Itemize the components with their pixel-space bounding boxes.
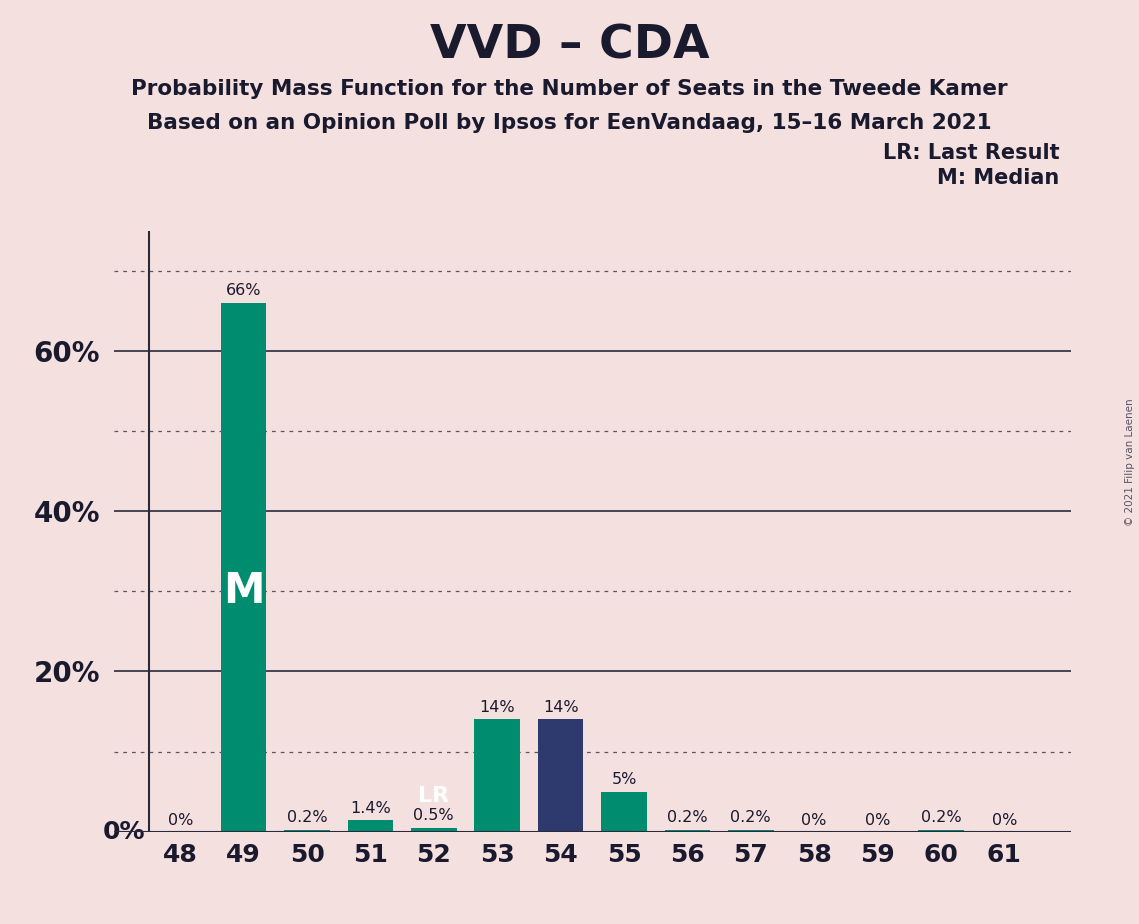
Bar [664,830,711,832]
Text: Based on an Opinion Poll by Ipsos for EenVandaag, 15–16 March 2021: Based on an Opinion Poll by Ipsos for Ee… [147,113,992,133]
Text: © 2021 Filip van Laenen: © 2021 Filip van Laenen [1125,398,1134,526]
Bar [728,830,773,832]
Bar [601,792,647,832]
Text: 0%: 0% [103,820,146,844]
Text: VVD – CDA: VVD – CDA [429,23,710,68]
Text: 0.2%: 0.2% [287,810,327,825]
Text: LR: LR [418,785,450,806]
Text: 0.2%: 0.2% [920,810,961,825]
Text: 0.5%: 0.5% [413,808,454,822]
Bar [918,830,964,832]
Text: Probability Mass Function for the Number of Seats in the Tweede Kamer: Probability Mass Function for the Number… [131,79,1008,99]
Text: LR: Last Result: LR: Last Result [883,143,1059,164]
Text: 0%: 0% [802,813,827,829]
Text: 0%: 0% [167,813,192,829]
Text: 14%: 14% [543,699,579,714]
Text: 0.2%: 0.2% [667,810,707,825]
Text: 0.2%: 0.2% [730,810,771,825]
Text: 0%: 0% [865,813,891,829]
Text: 14%: 14% [480,699,515,714]
Bar [474,720,521,832]
Bar [221,303,267,832]
Text: 0%: 0% [992,813,1017,829]
Bar [411,828,457,832]
Text: M: M [223,570,264,613]
Bar [538,720,583,832]
Text: 1.4%: 1.4% [350,800,391,816]
Bar [284,830,330,832]
Text: M: Median: M: Median [937,168,1059,188]
Bar [347,821,393,832]
Text: 5%: 5% [612,772,637,786]
Text: 66%: 66% [226,284,261,298]
